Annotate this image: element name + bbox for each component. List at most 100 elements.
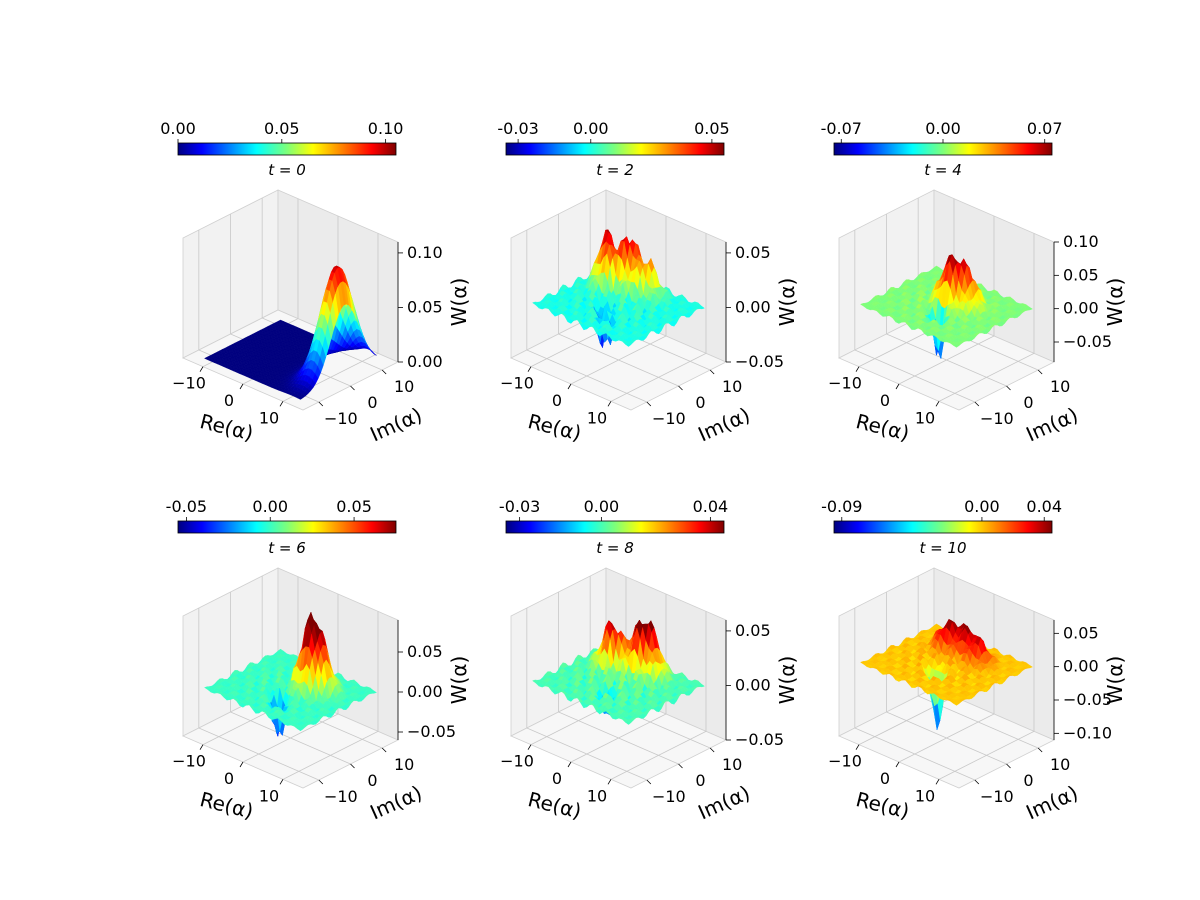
z-tick-label: 0.00 bbox=[407, 682, 443, 701]
grid-line bbox=[526, 608, 647, 781]
x-tick bbox=[567, 383, 572, 390]
surface-patch bbox=[624, 342, 632, 347]
x-tick bbox=[527, 744, 532, 750]
colorbar bbox=[177, 520, 397, 534]
y-tick-label: −10 bbox=[324, 787, 358, 806]
x-tick-label: −10 bbox=[500, 374, 534, 393]
colorbar bbox=[505, 520, 725, 534]
x-axis-label: Re(α) bbox=[854, 409, 912, 445]
colorbar bbox=[833, 142, 1053, 156]
x-tick-label: −10 bbox=[172, 752, 206, 771]
panel-title: t = 0 bbox=[268, 161, 306, 179]
z-tick-label: −0.05 bbox=[735, 730, 784, 749]
grid-line bbox=[198, 608, 319, 781]
colorbar-tick-label: 0.05 bbox=[694, 119, 730, 138]
z-tick-label: 0.05 bbox=[735, 621, 771, 640]
x-tick bbox=[607, 401, 612, 407]
x-tick bbox=[567, 761, 572, 768]
grid-line bbox=[558, 214, 679, 387]
z-tick-label: 0.05 bbox=[407, 297, 443, 316]
x-tick bbox=[279, 401, 284, 407]
y-tick-label: 10 bbox=[394, 377, 414, 396]
x-tick-label: 10 bbox=[259, 786, 279, 805]
y-tick-label: 10 bbox=[722, 755, 742, 774]
y-tick-label: 10 bbox=[1050, 377, 1070, 396]
y-tick bbox=[381, 747, 387, 753]
x-tick-label: 10 bbox=[915, 408, 935, 427]
colorbar-tick-label: 0.00 bbox=[584, 497, 620, 516]
z-tick-label: 0.00 bbox=[735, 297, 771, 316]
colorbar-tick-label: -0.03 bbox=[497, 119, 538, 138]
panel-title: t = 8 bbox=[596, 539, 634, 557]
colorbar-tick-label: 0.00 bbox=[964, 497, 1000, 516]
y-tick-label: 10 bbox=[722, 377, 742, 396]
colorbar-tick-label: 0.10 bbox=[368, 119, 404, 138]
surface-patch bbox=[296, 727, 304, 732]
surface bbox=[860, 253, 1033, 359]
surface-patch bbox=[952, 343, 960, 348]
y-tick bbox=[709, 369, 715, 375]
x-tick bbox=[527, 366, 532, 372]
panel-title: t = 6 bbox=[268, 539, 306, 557]
z-tick-label: 0.00 bbox=[1063, 299, 1099, 318]
colorbar-tick-label: 0.05 bbox=[336, 497, 372, 516]
y-tick bbox=[318, 779, 324, 785]
grid-line bbox=[854, 230, 975, 403]
grid-line bbox=[610, 233, 707, 402]
x-tick-label: 0 bbox=[224, 769, 234, 788]
z-tick-label: 0.10 bbox=[1063, 232, 1099, 251]
x-tick-label: 0 bbox=[552, 769, 562, 788]
z-tick-label: 0.05 bbox=[735, 243, 771, 262]
x-tick bbox=[607, 779, 612, 785]
grid-line bbox=[242, 594, 339, 763]
y-tick-label: −10 bbox=[324, 409, 358, 428]
x-tick-label: −10 bbox=[172, 374, 206, 393]
colorbar-tick-label: -0.09 bbox=[821, 497, 862, 516]
x-tick-label: −10 bbox=[500, 752, 534, 771]
colorbar bbox=[505, 142, 725, 156]
y-tick bbox=[646, 401, 652, 407]
grid-line bbox=[610, 611, 707, 780]
y-tick bbox=[350, 763, 355, 769]
y-tick-label: −10 bbox=[980, 409, 1014, 428]
x-tick-label: 10 bbox=[259, 408, 279, 427]
grid-line bbox=[886, 214, 1007, 387]
panel-title: t = 4 bbox=[924, 161, 962, 179]
y-tick-label: −10 bbox=[652, 787, 686, 806]
colorbar-tick-label: 0.04 bbox=[693, 497, 729, 516]
z-tick-label: 0.00 bbox=[735, 675, 771, 694]
y-tick-label: 0 bbox=[1023, 393, 1033, 412]
y-tick bbox=[350, 385, 355, 391]
colorbar-tick-label: 0.04 bbox=[1026, 497, 1062, 516]
x-tick bbox=[855, 366, 860, 372]
z-axis-label: W(α) bbox=[1103, 278, 1127, 327]
z-tick-label: 0.05 bbox=[1063, 265, 1099, 284]
x-tick bbox=[199, 366, 204, 372]
x-axis-label: Re(α) bbox=[198, 787, 256, 823]
y-tick bbox=[318, 401, 324, 407]
surface bbox=[532, 619, 705, 725]
y-tick bbox=[1037, 369, 1043, 375]
panel-title: t = 2 bbox=[596, 161, 634, 179]
x-tick-label: 10 bbox=[587, 786, 607, 805]
colorbar-tick-label: 0.00 bbox=[252, 497, 288, 516]
x-tick-label: 0 bbox=[880, 391, 890, 410]
z-tick-label: −0.05 bbox=[407, 722, 456, 741]
surface-patch bbox=[296, 395, 304, 400]
y-tick-label: 0 bbox=[695, 393, 705, 412]
surface bbox=[204, 265, 377, 400]
colorbar-tick-label: 0.07 bbox=[1027, 119, 1063, 138]
z-tick-label: −0.05 bbox=[1063, 332, 1112, 351]
colorbar-tick-label: 0.00 bbox=[160, 119, 196, 138]
colorbar-tick-label: 0.05 bbox=[264, 119, 300, 138]
z-axis-label: W(α) bbox=[775, 656, 799, 705]
grid-line bbox=[230, 592, 351, 765]
x-tick-label: 0 bbox=[224, 391, 234, 410]
x-tick-label: −10 bbox=[828, 374, 862, 393]
y-tick bbox=[974, 401, 980, 407]
